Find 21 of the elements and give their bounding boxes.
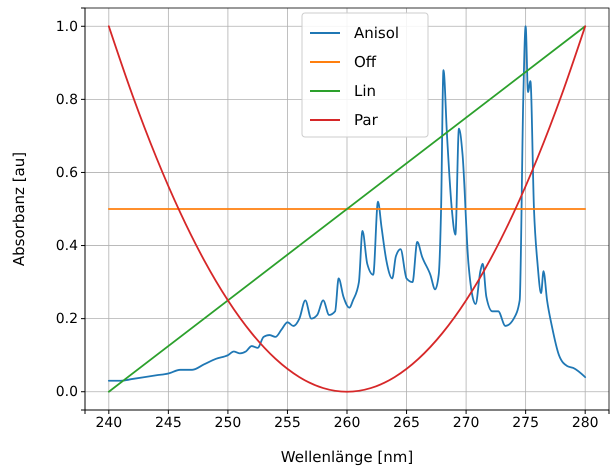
y-tick-label: 1.0 (56, 18, 78, 35)
x-tick-label: 245 (154, 414, 182, 431)
legend-label: Par (354, 111, 379, 129)
legend-label: Anisol (354, 24, 400, 42)
x-tick-label: 280 (572, 414, 599, 431)
x-tick-label: 260 (334, 414, 360, 431)
x-tick-label: 270 (452, 414, 480, 431)
x-tick-label: 250 (214, 414, 242, 431)
legend-label: Off (354, 53, 377, 71)
y-tick-label: 0.2 (56, 311, 78, 328)
x-tick-label: 255 (274, 414, 301, 431)
y-axis-title: Absorbanz [au] (10, 152, 28, 266)
x-tick-label: 275 (512, 414, 540, 431)
y-tick-label: 0.4 (56, 238, 78, 254)
y-tick-label: 0.0 (56, 384, 78, 400)
x-axis-title: Wellenlänge [nm] (280, 448, 414, 466)
y-tick-label: 0.8 (56, 92, 78, 108)
x-tick-label: 265 (393, 414, 420, 431)
legend-label: Lin (354, 82, 376, 100)
x-tick-label: 240 (95, 414, 122, 431)
y-tick-label: 0.6 (56, 164, 78, 181)
